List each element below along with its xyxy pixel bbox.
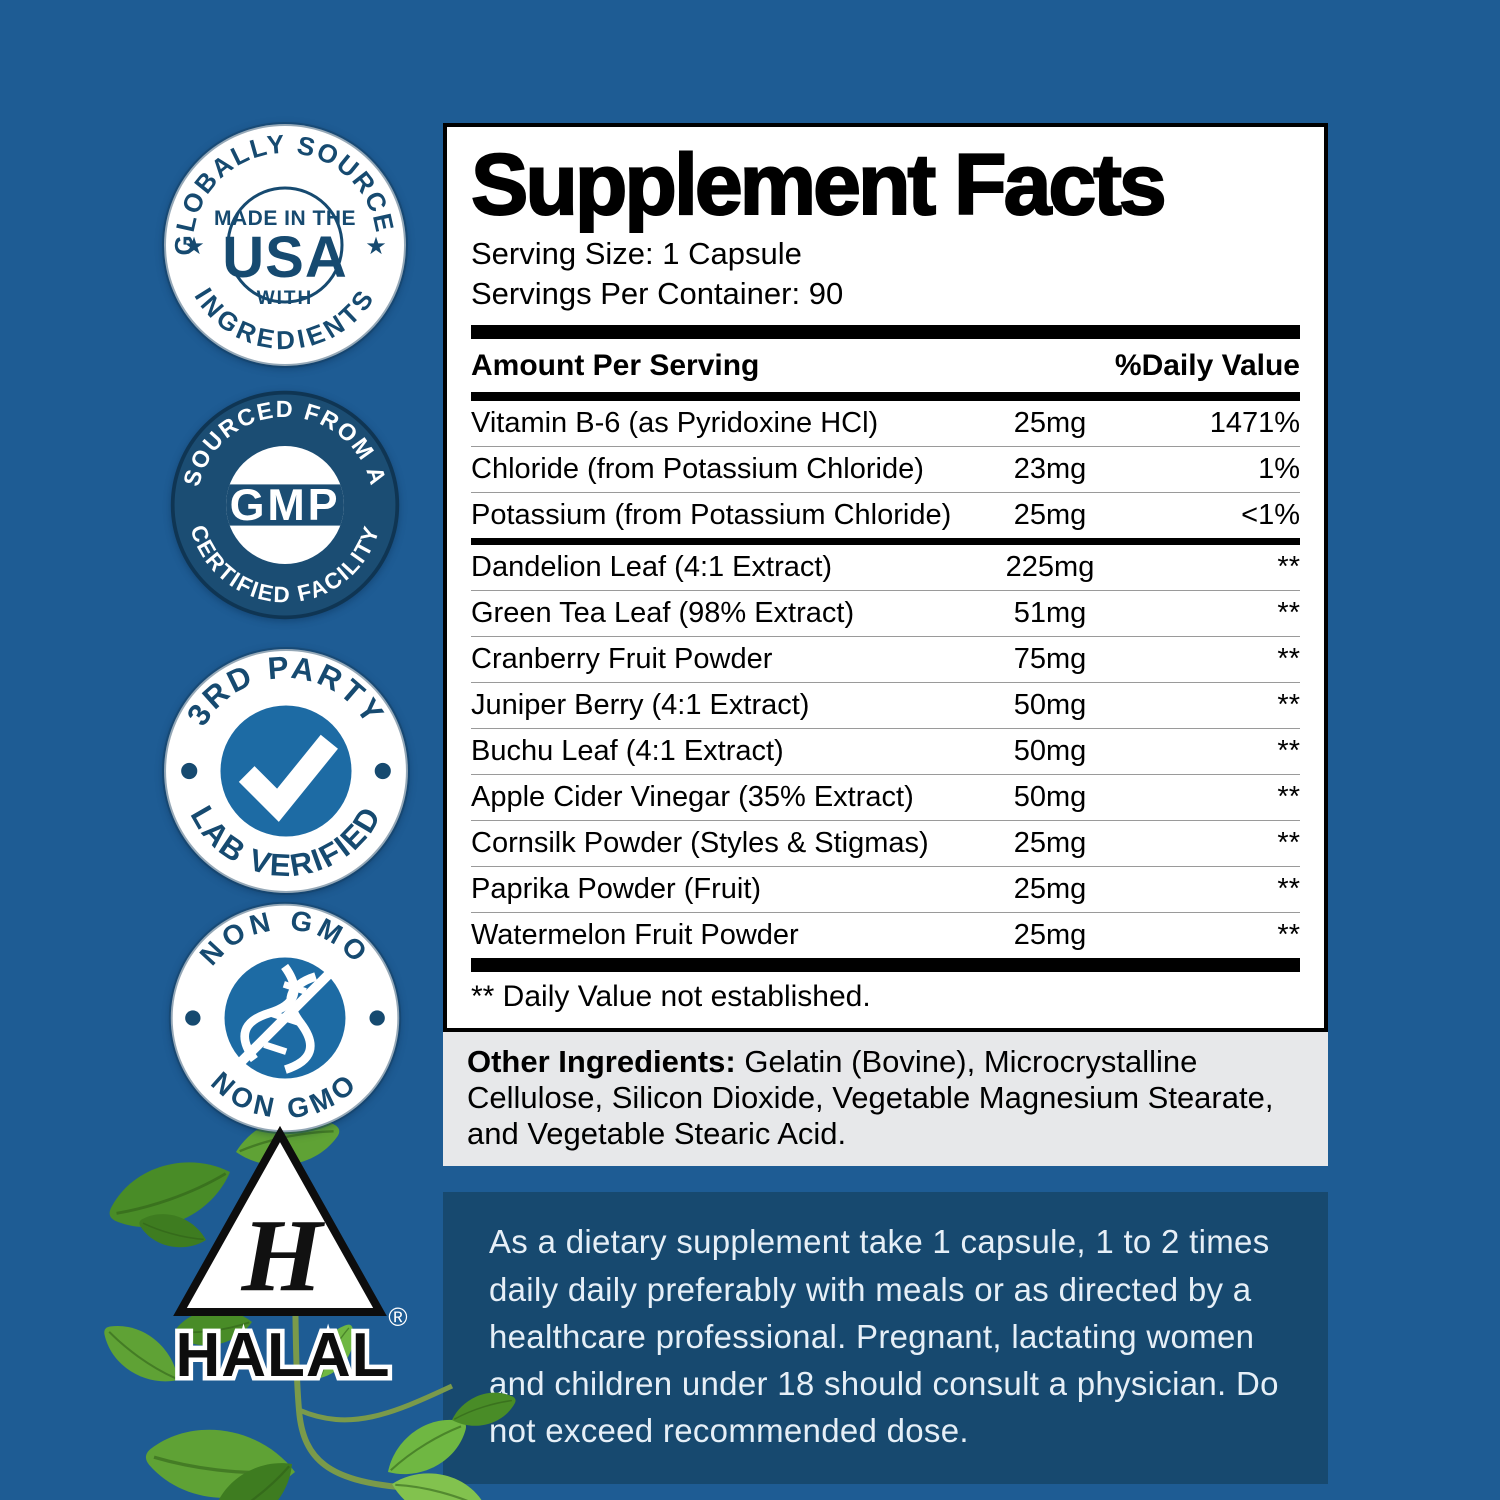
table-row: Cranberry Fruit Powder 75mg ** [471, 635, 1300, 682]
ingredient-name: Chloride (from Potassium Chloride) [471, 452, 924, 485]
ingredient-amount: 75mg [1013, 642, 1087, 675]
table-row: Chloride (from Potassium Chloride) 23mg 1% [471, 445, 1300, 492]
panel-title: Supplement Facts [470, 136, 1168, 234]
ingredient-amount: 23mg [1013, 452, 1087, 485]
divider-thick [471, 324, 1300, 339]
table-row: Green Tea Leaf (98% Extract) 51mg ** [471, 589, 1300, 636]
other-ingredients-box: Other Ingredients: Gelatin (Bovine), Mic… [443, 1031, 1328, 1167]
other-ingredients-label: Other Ingredients: [467, 1043, 736, 1079]
ingredient-name: Juniper Berry (4:1 Extract) [471, 688, 810, 721]
ingredient-name: Apple Cider Vinegar (35% Extract) [471, 780, 914, 813]
ingredient-amount: 50mg [1013, 688, 1087, 721]
ingredient-daily-value: 1% [1258, 452, 1300, 485]
stem [298, 1383, 454, 1423]
ingredient-daily-value: ** [1277, 688, 1300, 721]
badge-made-in-usa: GLOBALLY SOURCED INGREDIENTS ★ ★ MADE IN… [160, 120, 410, 370]
ingredient-name: Vitamin B-6 (as Pyridoxine HCl) [471, 406, 879, 439]
servings-per-container: Servings Per Container: 90 [471, 275, 844, 311]
lab-verified-icon: 3RD PARTY LAB VERIFIED [162, 647, 410, 895]
halal-label: HALAL [175, 1321, 390, 1390]
daily-value-footnote: ** Daily Value not established. [471, 979, 871, 1013]
check-icon [238, 734, 338, 822]
ingredient-amount: 225mg [1005, 550, 1095, 583]
ingredient-name: Dandelion Leaf (4:1 Extract) [471, 550, 833, 583]
dna-strikethrough-icon [235, 963, 335, 1074]
ingredient-name: Paprika Powder (Fruit) [471, 872, 762, 905]
ingredient-daily-value: ** [1277, 780, 1300, 813]
badge-center-label: GMP [230, 479, 341, 530]
badge-gmp: SOURCED FROM A CERTIFIED FACILITY GMP [168, 388, 402, 622]
badge-line2: USA [222, 225, 347, 290]
directions-box: As a dietary supplement take 1 capsule, … [443, 1192, 1328, 1485]
ingredient-name: Buchu Leaf (4:1 Extract) [471, 734, 784, 767]
divider-sub [471, 391, 1300, 401]
non-gmo-icon: NON GMO NON GMO [168, 901, 402, 1135]
star-icon: ★ [183, 233, 205, 260]
supplement-facts-panel: Supplement Facts Serving Size: 1 Capsule… [443, 123, 1328, 1032]
ingredient-name: Potassium (from Potassium Chloride) [471, 498, 952, 531]
halal-h-letter: H [241, 1198, 326, 1313]
star-icon: ★ [365, 233, 387, 260]
ingredient-daily-value: ** [1277, 826, 1300, 859]
ingredient-daily-value: ** [1277, 550, 1300, 583]
table-row: Paprika Powder (Fruit) 25mg ** [471, 865, 1300, 912]
table-row: Apple Cider Vinegar (35% Extract) 50mg ** [471, 773, 1300, 820]
badge-non-gmo: NON GMO NON GMO [165, 898, 405, 1138]
ingredient-amount: 25mg [1013, 918, 1087, 951]
ingredient-name: Watermelon Fruit Powder [471, 918, 799, 951]
serving-size: Serving Size: 1 Capsule [471, 236, 802, 272]
ingredient-amount: 25mg [1013, 406, 1087, 439]
ingredient-amount: 25mg [1013, 498, 1087, 531]
badge-line3: WITH [257, 288, 314, 309]
registered-mark: ® [388, 1302, 407, 1332]
table-row: Buchu Leaf (4:1 Extract) 50mg ** [471, 727, 1300, 774]
ingredient-name: Cornsilk Powder (Styles & Stigmas) [471, 826, 929, 859]
ingredient-daily-value: ** [1277, 734, 1300, 767]
made-in-usa-icon: GLOBALLY SOURCED INGREDIENTS ★ ★ MADE IN… [160, 120, 408, 368]
ingredient-daily-value: ** [1277, 596, 1300, 629]
ingredient-amount: 25mg [1013, 872, 1087, 905]
column-header-amount: Amount Per Serving [471, 348, 760, 382]
badge-halal: H ® HALAL [165, 1118, 425, 1403]
table-row: Watermelon Fruit Powder 25mg ** [471, 911, 1300, 958]
table-row: Juniper Berry (4:1 Extract) 50mg ** [471, 681, 1300, 728]
table-header: Amount Per Serving %Daily Value [471, 339, 1300, 392]
ingredient-daily-value: <1% [1241, 498, 1300, 531]
column-header-daily-value: %Daily Value [1114, 348, 1300, 382]
badge-lab-verified: 3RD PARTY LAB VERIFIED [160, 645, 412, 897]
divider-mid [471, 537, 1300, 545]
table-row: Potassium (from Potassium Chloride) 25mg <… [471, 491, 1300, 538]
other-ingredients-text: Gelatin (Bovine), Microcrystalline Cellu… [467, 1043, 1274, 1152]
ingredient-daily-value: 1471% [1209, 406, 1300, 439]
mineral-rows: Vitamin B-6 (as Pyridoxine HCl) 25mg 1471%… [471, 401, 1300, 538]
ingredient-amount: 50mg [1013, 734, 1087, 767]
gmp-icon: SOURCED FROM A CERTIFIED FACILITY GMP [170, 390, 400, 620]
badge-line1: MADE IN THE [214, 207, 356, 230]
ingredient-amount: 25mg [1013, 826, 1087, 859]
ingredient-daily-value: ** [1277, 642, 1300, 675]
facts-column: Supplement Facts Serving Size: 1 Capsule… [443, 123, 1328, 1485]
table-row: Vitamin B-6 (as Pyridoxine HCl) 25mg 1471% [471, 401, 1300, 446]
table-row: Cornsilk Powder (Styles & Stigmas) 25mg ** [471, 819, 1300, 866]
divider-thick [471, 957, 1300, 972]
ingredient-name: Cranberry Fruit Powder [471, 642, 773, 675]
ingredient-amount: 50mg [1013, 780, 1087, 813]
herbal-rows: Dandelion Leaf (4:1 Extract) 225mg ** Green… [471, 545, 1300, 958]
ingredient-amount: 51mg [1013, 596, 1087, 629]
table-row: Dandelion Leaf (4:1 Extract) 225mg ** [471, 545, 1300, 590]
ingredient-name: Green Tea Leaf (98% Extract) [471, 596, 855, 629]
halal-logo-icon: H ® HALAL [171, 1125, 408, 1395]
ingredient-daily-value: ** [1277, 918, 1300, 951]
ingredient-daily-value: ** [1277, 872, 1300, 905]
